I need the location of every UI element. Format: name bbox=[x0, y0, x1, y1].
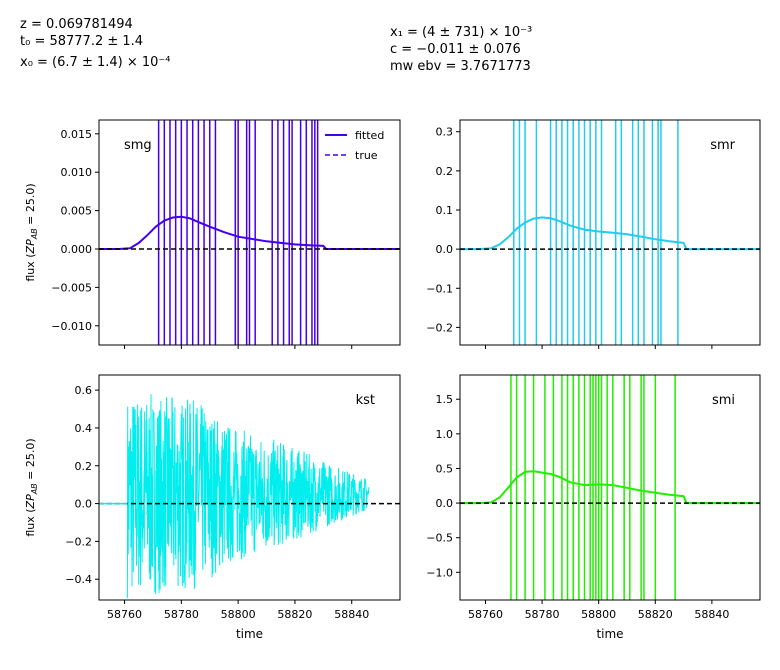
legend-true-label: true bbox=[355, 149, 378, 162]
fitted-curve bbox=[460, 470, 760, 505]
y-tick-label: 0.1 bbox=[436, 204, 454, 217]
axes-frame bbox=[459, 374, 761, 601]
data-points bbox=[126, 394, 370, 599]
plot-area-smi bbox=[460, 375, 760, 600]
x-axis-label: time bbox=[596, 627, 623, 641]
subplot-smi: 58760 58780 58800 58820 58840 −1.0 −0.5 0.0 0.5 1… bbox=[426, 374, 761, 641]
y-tick-label: 0.6 bbox=[75, 384, 93, 397]
legend: fitted true bbox=[325, 129, 384, 162]
x-tick-label: 58820 bbox=[638, 608, 673, 621]
plot-area-smr bbox=[460, 120, 760, 345]
x-tick-label: 58840 bbox=[334, 608, 369, 621]
band-label: smg bbox=[124, 138, 152, 153]
y-tick-label: 1.5 bbox=[436, 393, 454, 406]
y-tick-label: −0.2 bbox=[426, 321, 453, 334]
fit-parameters-left: z = 0.069781494 t₀ = 58777.2 ± 1.4 x₀ = … bbox=[20, 16, 170, 71]
y-tick-label: −0.005 bbox=[51, 281, 92, 294]
y-tick-label: 0.0 bbox=[75, 498, 93, 511]
param-x0: x₀ = (6.7 ± 1.4) × 10⁻⁴ bbox=[20, 55, 171, 70]
param-t0: t₀ = 58777.2 ± 1.4 bbox=[20, 34, 144, 49]
subplot-smg: −0.010 −0.005 0.000 0.005 0.010 0.015 smg flux … bbox=[24, 119, 401, 349]
x-tick-label: 58820 bbox=[277, 608, 312, 621]
true-curve bbox=[460, 216, 760, 250]
x-tick-label: 58800 bbox=[221, 608, 256, 621]
param-c: c = −0.011 ± 0.076 bbox=[390, 42, 521, 57]
y-tick-label: −0.010 bbox=[51, 320, 92, 333]
x-tick-label: 58780 bbox=[164, 608, 199, 621]
plot-area-kst bbox=[99, 394, 400, 599]
band-label: smi bbox=[712, 393, 735, 408]
y-axis-label: flux (ZPAB = 25.0) bbox=[24, 183, 39, 281]
y-tick-label: −0.2 bbox=[65, 535, 92, 548]
true-curve bbox=[99, 216, 400, 250]
y-tick-label: 0.2 bbox=[436, 165, 454, 178]
y-tick-label: 0.4 bbox=[75, 422, 93, 435]
y-tick-label: 0.2 bbox=[75, 460, 93, 473]
y-axis-label: flux (ZPAB = 25.0) bbox=[24, 438, 39, 536]
y-tick-label: 0.010 bbox=[61, 166, 93, 179]
band-label: kst bbox=[356, 393, 375, 408]
y-tick-label: −0.4 bbox=[65, 573, 92, 586]
param-mwebv: mw ebv = 3.7671773 bbox=[390, 59, 531, 74]
x-tick-label: 58760 bbox=[468, 608, 503, 621]
y-tick-label: −0.5 bbox=[426, 532, 453, 545]
x-axis-label: time bbox=[236, 627, 263, 641]
axes-frame bbox=[98, 119, 401, 346]
y-tick-label: 0.3 bbox=[436, 126, 454, 139]
subplot-kst: 58760 58780 58800 58820 58840 −0.4 −0.2 0.0 0.2 0… bbox=[24, 374, 401, 641]
param-x1: x₁ = (4 ± 731) × 10⁻³ bbox=[390, 25, 533, 40]
legend-fitted-label: fitted bbox=[355, 129, 384, 142]
y-tick-label: 0.0 bbox=[436, 497, 454, 510]
y-tick-label: 0.0 bbox=[436, 243, 454, 256]
x-tick-label: 58800 bbox=[581, 608, 616, 621]
y-tick-label: −0.1 bbox=[426, 282, 453, 295]
true-curve bbox=[460, 470, 760, 504]
fit-parameters-right: x₁ = (4 ± 731) × 10⁻³ c = −0.011 ± 0.076… bbox=[390, 24, 532, 75]
y-tick-label: 0.005 bbox=[61, 205, 93, 218]
y-tick-label: 0.5 bbox=[436, 462, 454, 475]
y-tick-label: 0.015 bbox=[61, 128, 93, 141]
band-label: smr bbox=[710, 138, 735, 153]
x-tick-label: 58780 bbox=[525, 608, 560, 621]
subplot-smr: −0.2 −0.1 0.0 0.1 0.2 0.3 smr bbox=[426, 119, 761, 349]
x-tick-label: 58840 bbox=[694, 608, 729, 621]
plot-area-smg bbox=[99, 120, 400, 345]
y-tick-label: 1.0 bbox=[436, 428, 454, 441]
axes-frame bbox=[98, 374, 401, 601]
y-tick-label: −1.0 bbox=[426, 566, 453, 579]
x-tick-label: 58760 bbox=[107, 608, 142, 621]
y-tick-label: 0.000 bbox=[61, 243, 93, 256]
axes-frame bbox=[459, 119, 761, 346]
fitted-curve bbox=[460, 216, 760, 251]
param-z: z = 0.069781494 bbox=[20, 17, 133, 32]
